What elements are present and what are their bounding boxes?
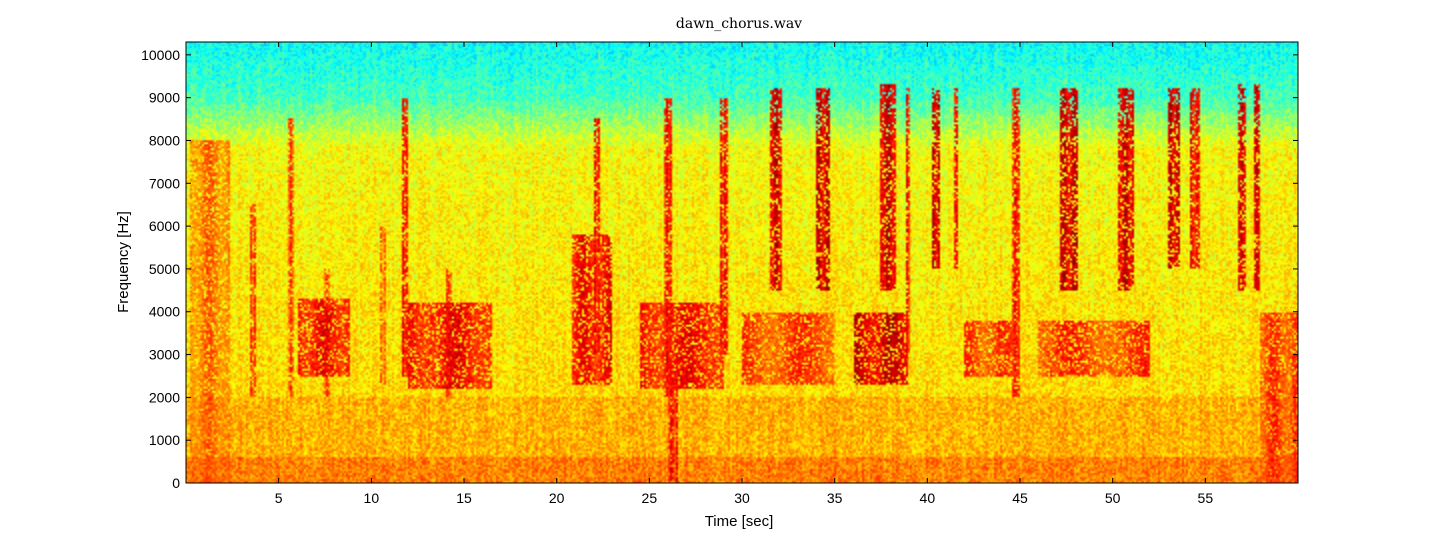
y-tick-label: 3000 (149, 347, 180, 363)
x-tick-label: 40 (920, 490, 936, 506)
x-tick-label: 50 (1105, 490, 1121, 506)
x-tick-label: 30 (734, 490, 750, 506)
x-tick-label: 55 (1198, 490, 1214, 506)
x-axis: 5 10 15 20 25 30 35 40 45 50 55 (275, 42, 1214, 506)
x-tick-label: 20 (549, 490, 565, 506)
x-tick-label: 5 (275, 490, 283, 506)
spectrogram-image (186, 42, 1298, 483)
x-tick-label: 15 (456, 490, 472, 506)
y-tick-label: 9000 (149, 90, 180, 106)
y-tick-label: 0 (172, 475, 180, 491)
y-tick-label: 4000 (149, 304, 180, 320)
y-tick-label: 7000 (149, 175, 180, 191)
y-tick-label: 10000 (141, 47, 180, 63)
y-tick-label: 8000 (149, 132, 180, 148)
y-axis: 0 1000 2000 3000 4000 5000 6000 7000 8000 9000 100… (141, 47, 1298, 491)
y-tick-label: 2000 (149, 389, 180, 405)
y-axis-label: Frequency [Hz] (115, 211, 132, 313)
x-tick-label: 35 (827, 490, 843, 506)
x-tick-label: 25 (642, 490, 658, 506)
x-tick-label: 45 (1012, 490, 1028, 506)
chart-title: dawn_chorus.wav (676, 16, 802, 32)
y-tick-label: 5000 (149, 261, 180, 277)
y-tick-label: 1000 (149, 432, 180, 448)
y-tick-label: 6000 (149, 218, 180, 234)
x-tick-label: 10 (364, 490, 380, 506)
x-axis-label: Time [sec] (705, 513, 774, 530)
